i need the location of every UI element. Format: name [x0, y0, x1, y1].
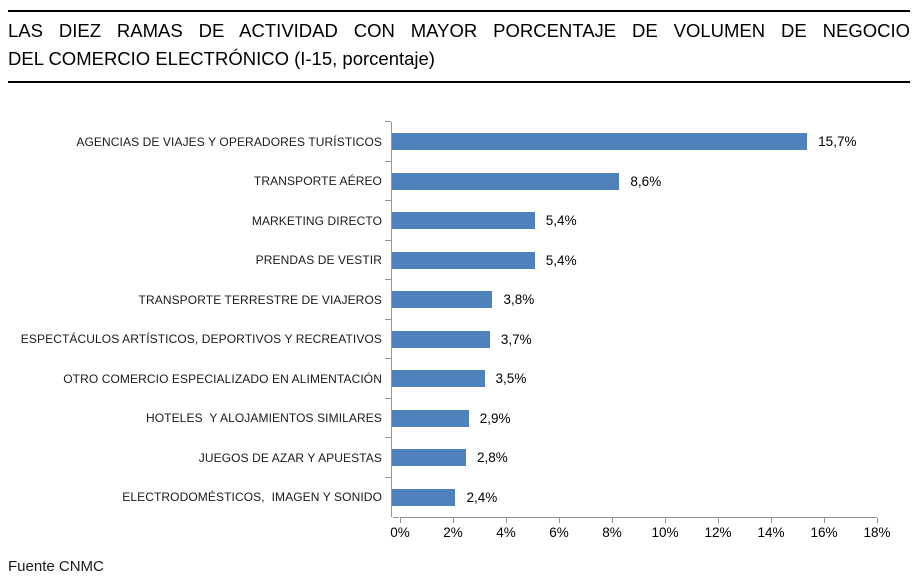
x-axis-label: 12% [704, 525, 732, 540]
category-label: TRANSPORTE AÉREO [253, 174, 382, 189]
x-axis-tick [665, 518, 666, 523]
bar-row: PRENDAS DE VESTIR 5,4% [8, 239, 910, 280]
chart-title-line2: DEL COMERCIO ELECTRÓNICO (I-15, porcenta… [8, 48, 435, 69]
plot-cell: 2,9% [385, 397, 868, 438]
value-label: 3,7% [500, 331, 532, 347]
plot-cell: 3,5% [385, 358, 868, 399]
bar [392, 133, 808, 151]
x-axis-tick [558, 518, 560, 523]
bar-row: TRANSPORTE TERRESTRE DE VIAJEROS 3,8% [8, 279, 910, 320]
x-axis-tick [824, 518, 825, 523]
value-label: 2,8% [477, 450, 508, 466]
bar-row: TRANSPORTE AÉREO 8,6% [8, 160, 910, 201]
bar-row: ELECTRODOMÉSTICOS, IMAGEN Y SONIDO 2,4% [8, 476, 910, 517]
category-label: ELECTRODOMÉSTICOS, IMAGEN Y SONIDO [122, 490, 382, 505]
bar-row: HOTELES Y ALOJAMIENTOS SIMILARES 2,9% [8, 397, 910, 438]
bar-row: AGENCIAS DE VIAJES Y OPERADORES TURÍSTIC… [8, 121, 910, 162]
x-axis-tick [453, 518, 454, 523]
x-axis-label: 10% [651, 525, 679, 540]
x-axis-tick [771, 518, 772, 523]
bar-chart: AGENCIAS DE VIAJES Y OPERADORES TURÍSTIC… [8, 121, 910, 543]
value-label: 3,5% [495, 371, 527, 387]
bar [392, 449, 467, 467]
x-axis-tick [877, 518, 878, 523]
bar [392, 330, 490, 348]
source-note: Fuente CNMC [8, 558, 104, 575]
plot-cell: 15,7% [385, 121, 868, 162]
x-axis-label: 8% [602, 525, 622, 540]
x-axis-label: 6% [549, 525, 569, 540]
value-label: 15,7% [818, 134, 857, 150]
x-axis: 0% 2% 4% 6% 8% 10% 12% 14% 16% 18% [390, 517, 891, 543]
category-label: AGENCIAS DE VIAJES Y OPERADORES TURÍSTIC… [76, 134, 382, 149]
category-label: JUEGOS DE AZAR Y APUESTAS [198, 450, 382, 465]
x-axis-label: 16% [810, 525, 838, 540]
x-axis-tick [506, 518, 507, 523]
value-label: 5,4% [545, 213, 577, 229]
chart-title-line1: LAS DIEZ RAMAS DE ACTIVIDAD CON MAYOR PO… [8, 20, 910, 41]
bar [392, 370, 485, 388]
bar [392, 291, 493, 309]
x-axis-label: 18% [863, 525, 891, 540]
category-label: TRANSPORTE TERRESTRE DE VIAJEROS [138, 292, 382, 307]
category-label: PRENDAS DE VESTIR [255, 253, 382, 268]
chart-rows: AGENCIAS DE VIAJES Y OPERADORES TURÍSTIC… [8, 121, 910, 517]
x-axis-label: 4% [496, 525, 516, 540]
x-axis-tick [400, 518, 401, 523]
plot-cell: 5,4% [385, 200, 868, 241]
x-axis-tick [717, 518, 719, 523]
x-axis-label: 0% [390, 525, 410, 540]
value-label: 2,4% [466, 489, 498, 505]
value-label: 5,4% [545, 252, 577, 268]
value-label: 8,6% [630, 173, 662, 189]
x-axis-label: 14% [757, 525, 785, 540]
bar [392, 409, 469, 427]
bar [392, 212, 535, 230]
chart-title: LAS DIEZ RAMAS DE ACTIVIDAD CON MAYOR PO… [8, 10, 910, 83]
plot-cell: 2,8% [385, 437, 868, 478]
category-label: ESPECTÁCULOS ARTÍSTICOS, DEPORTIVOS Y RE… [20, 332, 382, 347]
bar-row: ESPECTÁCULOS ARTÍSTICOS, DEPORTIVOS Y RE… [8, 318, 910, 359]
plot-cell: 5,4% [385, 239, 868, 280]
x-axis-label: 2% [443, 525, 463, 540]
plot-cell: 3,7% [385, 318, 868, 359]
bar-row: MARKETING DIRECTO 5,4% [8, 200, 910, 241]
category-label: HOTELES Y ALOJAMIENTOS SIMILARES [145, 411, 382, 426]
page: LAS DIEZ RAMAS DE ACTIVIDAD CON MAYOR PO… [0, 10, 918, 575]
plot-cell: 8,6% [385, 160, 868, 201]
value-label: 2,9% [479, 410, 511, 426]
bar-row: JUEGOS DE AZAR Y APUESTAS 2,8% [8, 437, 910, 478]
x-axis-tick [612, 518, 613, 523]
plot-cell: 2,4% [385, 476, 868, 517]
value-label: 3,8% [503, 292, 535, 308]
category-label: OTRO COMERCIO ESPECIALIZADO EN ALIMENTAC… [63, 371, 382, 386]
bar-row: OTRO COMERCIO ESPECIALIZADO EN ALIMENTAC… [8, 358, 910, 399]
plot-cell: 3,8% [385, 279, 868, 320]
category-label: MARKETING DIRECTO [251, 213, 382, 228]
bar [392, 488, 456, 506]
bar [392, 251, 535, 269]
bar [392, 172, 620, 190]
